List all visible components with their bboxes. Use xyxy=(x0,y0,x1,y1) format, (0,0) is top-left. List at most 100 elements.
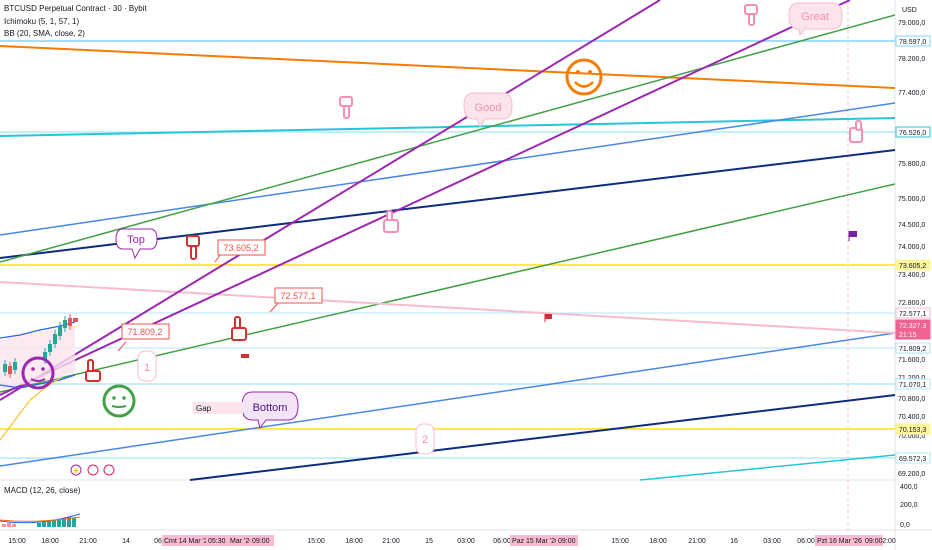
marker xyxy=(241,354,249,358)
price-label-text: 71.809,2 xyxy=(127,327,162,337)
price-tag[interactable]: 69.572,3 xyxy=(895,452,931,464)
price-label-71809[interactable]: 71.809,2 xyxy=(117,323,170,352)
price-tick: 75.800,0 xyxy=(898,161,925,168)
flag-icon[interactable] xyxy=(103,464,115,476)
trendline-purple-a[interactable] xyxy=(0,0,661,401)
price-tag-text: 69.572,3 xyxy=(899,456,926,463)
trendline-navy-lower[interactable] xyxy=(189,394,896,481)
price-tag[interactable]: 71.070,1 xyxy=(895,378,931,390)
smiley-icon[interactable] xyxy=(102,384,136,418)
time-tick: 06:00 xyxy=(797,538,815,545)
thumb-down-icon[interactable] xyxy=(85,359,101,382)
flag-icon[interactable] xyxy=(87,464,99,476)
time-highlight-text: 05:30 xyxy=(208,538,226,545)
callout-one[interactable]: 1 xyxy=(137,350,157,382)
price-tick: 70.000,0 xyxy=(898,433,925,440)
macd-tick: 400,0 xyxy=(900,484,918,491)
lightning-icon[interactable] xyxy=(70,464,82,476)
gap-label[interactable]: Gap xyxy=(193,402,243,414)
trendline-orange[interactable] xyxy=(0,45,896,89)
trendline-blue-lower[interactable] xyxy=(0,332,896,467)
price-tag-text: 76.526,0 xyxy=(899,130,926,137)
time-tick: 14 xyxy=(122,538,130,545)
trendline-green-upper[interactable] xyxy=(0,14,896,263)
svg-text:⚡: ⚡ xyxy=(72,466,81,475)
thumb-up-icon[interactable] xyxy=(231,316,247,341)
time-highlight xyxy=(250,535,274,546)
price-tick: 74.000,0 xyxy=(898,244,925,251)
time-tick: 03:00 xyxy=(457,538,475,545)
thumb-down-icon[interactable] xyxy=(744,4,758,26)
price-tag-text: 70.153,3 xyxy=(899,427,926,434)
time-highlight xyxy=(556,535,578,546)
indicator-bb[interactable]: BB (20, SMA, close, 2) xyxy=(4,29,85,38)
time-tick: 18:00 xyxy=(649,538,667,545)
price-tag[interactable]: 76.526,0 xyxy=(895,126,931,138)
svg-text:Gap: Gap xyxy=(196,404,212,413)
callout-two[interactable]: 2 xyxy=(415,423,435,455)
trendline-teal[interactable] xyxy=(0,117,896,137)
price-tag-text: 73.605,2 xyxy=(899,263,926,270)
thumb-up-icon[interactable] xyxy=(383,210,399,233)
time-tick: 15 xyxy=(425,538,433,545)
price-tag[interactable]: 78.597,0 xyxy=(895,35,931,47)
thumb-up-icon[interactable] xyxy=(849,120,863,143)
price-tag[interactable]: 70.153,3 xyxy=(895,423,931,435)
price-tick: 79.000,0 xyxy=(898,20,925,27)
price-tag[interactable]: 21:15 xyxy=(895,328,931,340)
price-label-73605[interactable]: 73.605,2 xyxy=(214,239,266,263)
price-tag-text: 72.327,3 xyxy=(899,323,926,330)
callout-bottom[interactable]: Bottom xyxy=(241,391,299,430)
price-tick: 73.400,0 xyxy=(898,272,925,279)
trendline-blue-upper[interactable] xyxy=(0,102,896,236)
flag-icon[interactable] xyxy=(544,314,552,322)
price-label-text: 72.577,1 xyxy=(280,291,315,301)
callout-good[interactable]: Good xyxy=(463,92,513,129)
callout-great[interactable]: Great xyxy=(788,2,843,37)
indicator-macd[interactable]: MACD (12, 26, close) xyxy=(4,486,81,495)
svg-text:2: 2 xyxy=(422,434,428,446)
time-tick: 15:00 xyxy=(8,538,26,545)
time-highlight xyxy=(206,535,232,546)
price-tick: 70.400,0 xyxy=(898,414,925,421)
price-tick: 69.200,0 xyxy=(898,471,925,478)
price-axis[interactable]: USD 79.000,0 78.200,0 77.400,0 75.800,0 … xyxy=(895,7,931,529)
candles[interactable] xyxy=(3,314,78,378)
time-tick: 15:00 xyxy=(307,538,325,545)
time-tick: 21:00 xyxy=(688,538,706,545)
price-tag[interactable]: 71.809,2 xyxy=(895,342,931,354)
trendline-teal-short[interactable] xyxy=(639,454,896,481)
price-tick: 74.500,0 xyxy=(898,222,925,229)
trendline-pink[interactable] xyxy=(0,281,896,334)
time-highlight xyxy=(162,535,208,546)
thumb-down-icon[interactable] xyxy=(186,235,200,260)
time-highlight xyxy=(228,535,252,546)
callout-top[interactable]: Top xyxy=(115,228,158,260)
time-highlight-text: 09:00 xyxy=(558,538,576,545)
price-tick: 77.400,0 xyxy=(898,90,925,97)
macd-histogram xyxy=(0,513,81,527)
price-label-72577[interactable]: 72.577,1 xyxy=(269,287,323,313)
time-highlight-text: Pzt 16 Mar '26 xyxy=(817,538,862,545)
macd-tick: 200,0 xyxy=(900,502,918,509)
price-tag-text: 78.597,0 xyxy=(899,39,926,46)
time-tick: 03:00 xyxy=(763,538,781,545)
time-tick: 15:00 xyxy=(611,538,629,545)
time-tick: 18:00 xyxy=(41,538,59,545)
price-tag-text: 72.577,1 xyxy=(899,311,926,318)
time-tick: 16 xyxy=(730,538,738,545)
currency-label: USD xyxy=(902,7,917,14)
flag-icon[interactable] xyxy=(848,231,857,241)
smiley-icon[interactable] xyxy=(565,58,603,96)
price-tag[interactable]: 72.577,1 xyxy=(895,307,931,319)
time-axis[interactable]: 15:0018:0021:00140612:0015:0018:0021:001… xyxy=(8,535,896,546)
thumb-down-icon[interactable] xyxy=(339,96,353,119)
price-tick: 71.600,0 xyxy=(898,357,925,364)
price-tag[interactable]: 73.605,2 xyxy=(895,259,931,271)
smiley-icon[interactable] xyxy=(21,356,55,390)
indicator-ichimoku[interactable]: Ichimoku (5, 1, 57, 1) xyxy=(4,17,80,26)
svg-text:Top: Top xyxy=(127,234,145,246)
chart-title[interactable]: BTCUSD Perpetual Contract · 30 · Bybit xyxy=(4,4,147,13)
time-highlight-text: Cmt 14 Mar '26 xyxy=(164,538,212,545)
